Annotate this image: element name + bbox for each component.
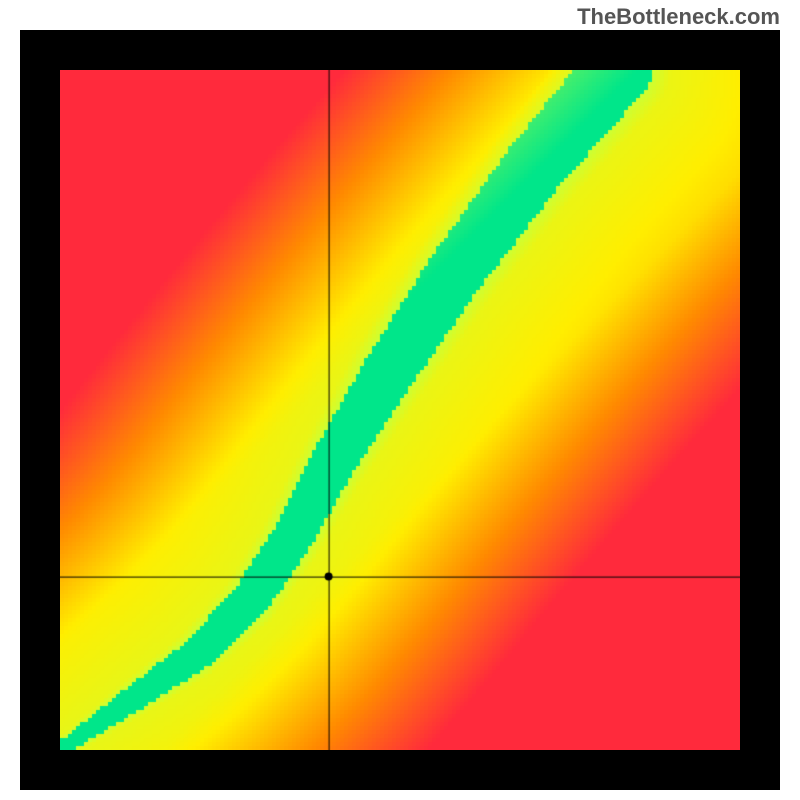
watermark-text: TheBottleneck.com [577,4,780,30]
chart-container: TheBottleneck.com [0,0,800,800]
bottleneck-heatmap [60,70,740,750]
chart-frame [20,30,780,790]
